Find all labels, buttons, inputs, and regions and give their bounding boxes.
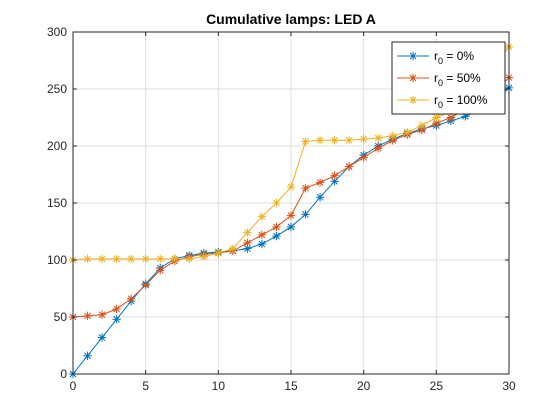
data-point-marker	[257, 230, 267, 240]
legend-label-base: r	[434, 71, 438, 85]
data-point-marker	[97, 333, 107, 342]
legend-marker	[408, 51, 418, 61]
legend-label: r0 = 50%	[434, 71, 481, 88]
legend-label-rest: = 100%	[443, 93, 488, 107]
data-point-marker	[112, 315, 121, 324]
data-point-marker	[301, 137, 310, 146]
data-point-marker	[344, 136, 354, 145]
legend: r0 = 0%r0 = 50%r0 = 100%	[391, 41, 506, 115]
y-tick-label: 300	[47, 25, 67, 39]
legend-marker	[408, 95, 418, 105]
data-point-marker	[97, 310, 107, 319]
data-point-marker	[112, 304, 121, 314]
data-point-marker	[83, 311, 92, 321]
legend-label-subscript: 0	[438, 78, 443, 88]
y-tick-label: 0	[60, 367, 67, 381]
data-point-marker	[170, 254, 179, 264]
x-tick-label: 25	[430, 379, 444, 393]
data-point-marker	[126, 254, 136, 264]
data-point-marker	[432, 113, 441, 122]
y-tick-label: 250	[47, 82, 67, 96]
data-point-marker	[315, 178, 325, 187]
x-tick-label: 5	[142, 379, 149, 393]
data-point-marker	[446, 113, 456, 122]
data-point-marker	[374, 133, 383, 143]
data-point-marker	[141, 280, 150, 290]
data-point-marker	[286, 182, 296, 192]
data-point-marker	[243, 238, 252, 248]
x-tick-label: 20	[357, 379, 371, 393]
data-point-marker	[214, 248, 223, 258]
legend-label-base: r	[434, 93, 438, 107]
data-point-marker	[315, 193, 325, 202]
data-point-marker	[199, 252, 208, 261]
legend-label: r0 = 100%	[434, 93, 488, 110]
data-point-marker	[185, 254, 194, 264]
x-tick-label: 15	[284, 379, 298, 393]
data-point-marker	[417, 121, 426, 130]
data-point-marker	[126, 294, 136, 303]
data-point-marker	[83, 254, 92, 264]
data-point-marker	[286, 222, 296, 232]
data-point-marker	[141, 254, 150, 264]
data-point-marker	[330, 171, 339, 180]
data-point-marker	[156, 266, 165, 275]
legend-label-base: r	[434, 49, 438, 63]
data-point-marker	[97, 254, 107, 264]
legend-label-subscript: 0	[438, 56, 443, 66]
legend-label-subscript: 0	[438, 100, 443, 110]
data-point-marker	[83, 351, 92, 360]
data-point-marker	[156, 254, 165, 264]
data-point-marker	[272, 222, 281, 232]
data-point-marker	[272, 231, 281, 241]
x-tick-label: 0	[70, 379, 77, 393]
y-tick-label: 150	[47, 196, 67, 210]
data-point-marker	[330, 136, 339, 145]
chart-title: Cumulative lamps: LED A	[206, 11, 376, 27]
y-tick-label: 200	[47, 139, 67, 153]
data-point-marker	[403, 128, 412, 137]
data-point-marker	[257, 239, 267, 249]
x-tick-label: 30	[502, 379, 516, 393]
data-point-marker	[112, 254, 121, 264]
data-point-marker	[374, 144, 383, 153]
data-point-marker	[344, 162, 354, 171]
data-point-marker	[243, 228, 252, 237]
data-point-marker	[228, 244, 238, 253]
x-tick-label: 10	[212, 379, 226, 393]
y-tick-label: 50	[54, 310, 68, 324]
data-point-marker	[315, 136, 325, 145]
y-tick-label: 100	[47, 253, 67, 267]
data-point-marker	[388, 131, 397, 140]
legend-label-rest: = 50%	[443, 71, 481, 85]
legend-marker	[408, 73, 418, 83]
data-point-marker	[301, 183, 310, 193]
data-point-marker	[359, 134, 368, 144]
data-point-marker	[257, 212, 267, 221]
legend-label-rest: = 0%	[443, 49, 474, 63]
data-point-marker	[272, 198, 281, 208]
data-point-marker	[286, 211, 296, 220]
data-point-marker	[359, 153, 368, 162]
legend-label: r0 = 0%	[434, 49, 474, 66]
data-point-marker	[301, 210, 310, 219]
data-point-marker	[243, 244, 252, 253]
